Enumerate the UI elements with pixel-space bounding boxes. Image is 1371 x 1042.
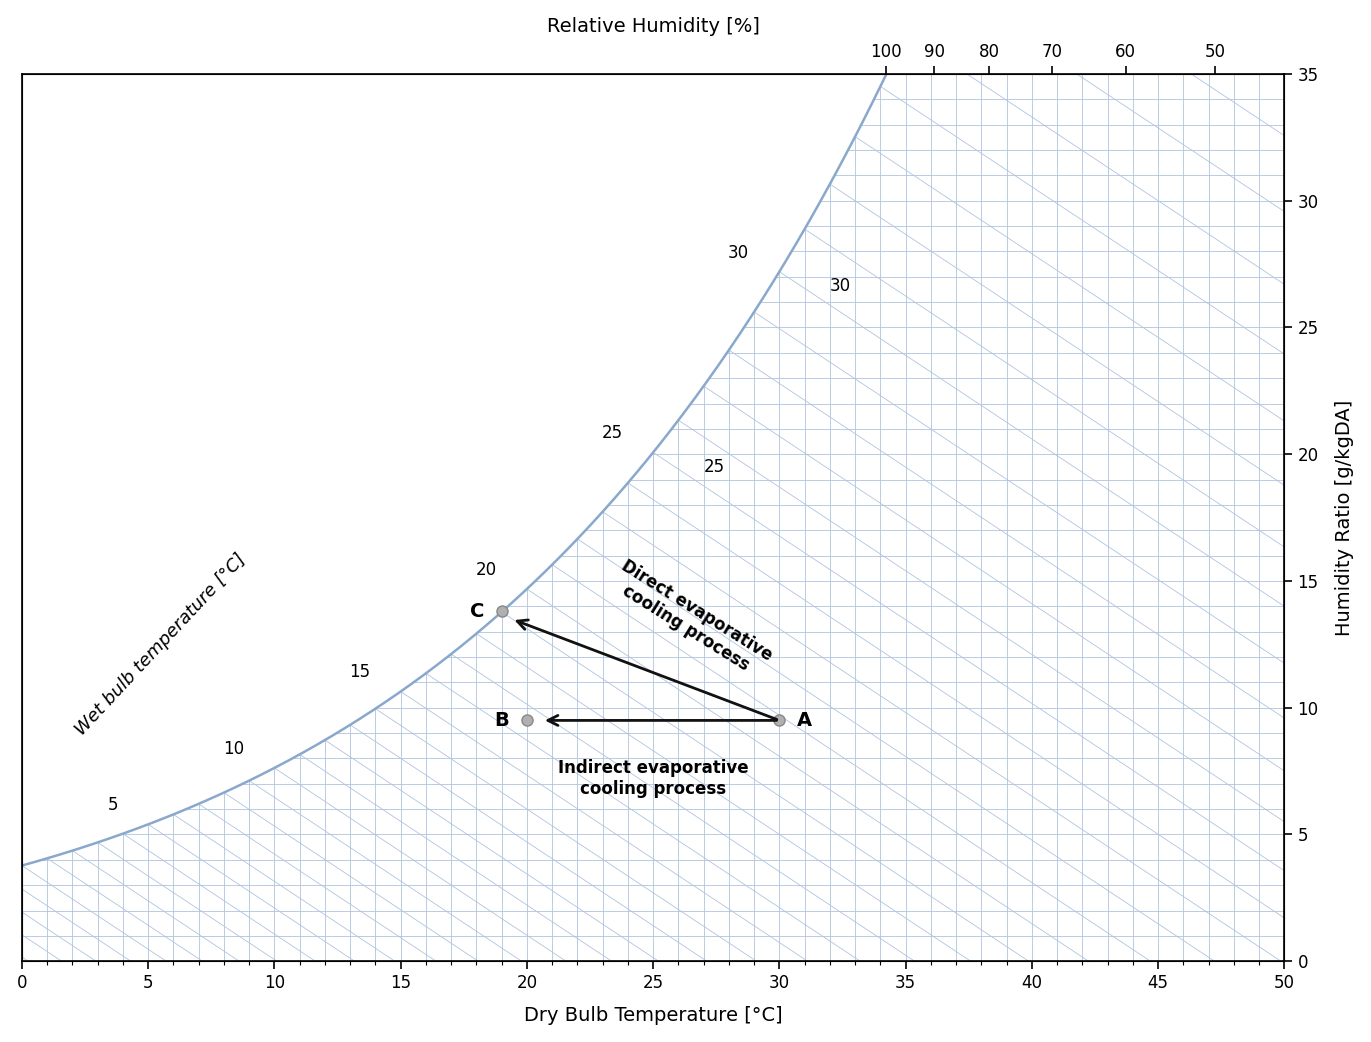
X-axis label: Relative Humidity [%]: Relative Humidity [%] [547,17,760,35]
Text: 5: 5 [107,796,118,814]
Text: C: C [470,602,484,621]
Text: 30: 30 [728,244,749,262]
Text: 20: 20 [476,561,496,579]
Text: 25: 25 [602,424,622,442]
Text: Indirect evaporative
cooling process: Indirect evaporative cooling process [558,760,749,798]
Text: Direct evaporative
cooling process: Direct evaporative cooling process [607,556,776,681]
Text: A: A [797,711,812,729]
Text: 30: 30 [829,277,851,295]
X-axis label: Dry Bulb Temperature [°C]: Dry Bulb Temperature [°C] [524,1007,783,1025]
Text: 10: 10 [223,740,244,758]
Text: 25: 25 [703,457,725,476]
Text: Wet bulb temperature [°C]: Wet bulb temperature [°C] [71,550,250,739]
Text: B: B [495,711,509,729]
Y-axis label: Humidity Ratio [g/kgDA]: Humidity Ratio [g/kgDA] [1335,399,1355,636]
Text: 15: 15 [350,664,370,681]
